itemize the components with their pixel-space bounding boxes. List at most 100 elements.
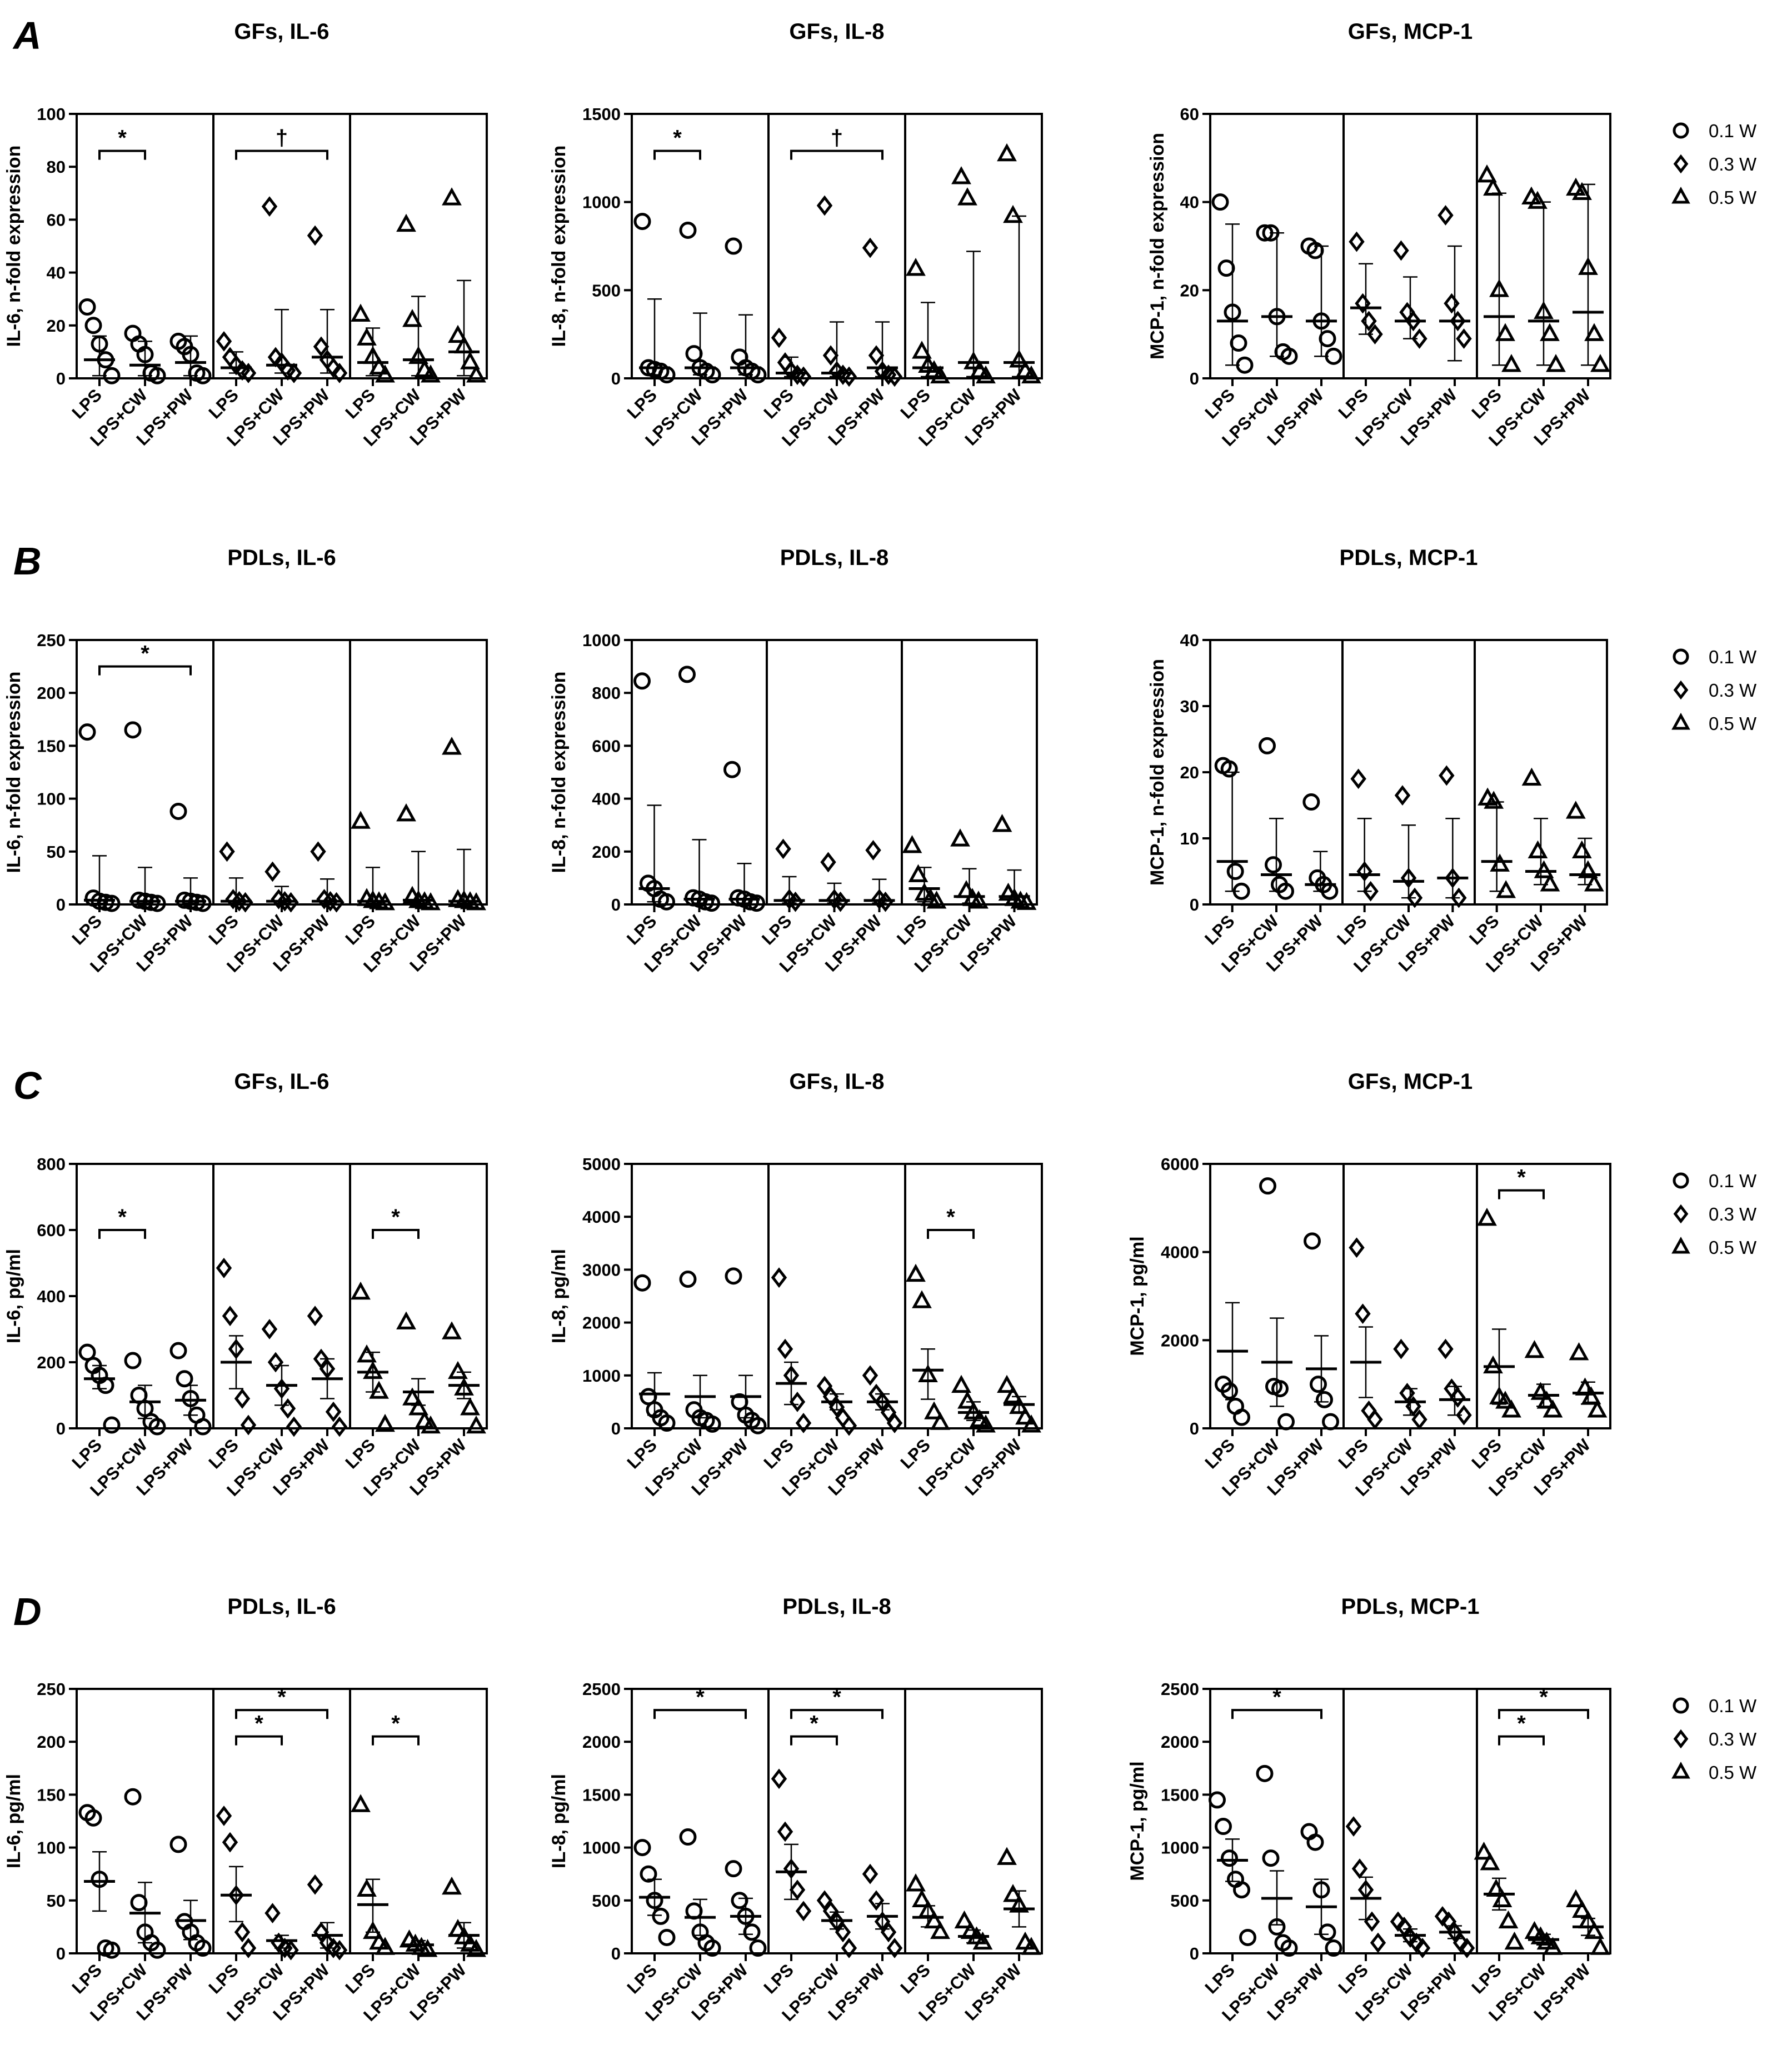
data-point — [169, 802, 187, 820]
data-point — [1452, 1932, 1469, 1953]
significance-bracket — [235, 1709, 328, 1719]
data-point — [997, 1374, 1017, 1393]
data-point — [1349, 1237, 1365, 1258]
data-point — [679, 221, 697, 239]
data-point — [442, 737, 462, 755]
data-point — [1394, 785, 1411, 806]
x-tick-label: LPS — [760, 1435, 797, 1472]
plot-frame — [76, 639, 488, 906]
legend-marker — [1671, 187, 1690, 204]
data-point — [1543, 1937, 1563, 1955]
data-point — [1355, 293, 1371, 314]
data-point — [685, 345, 703, 363]
data-point — [84, 1809, 102, 1827]
data-point — [912, 1290, 932, 1308]
data-point — [679, 1271, 697, 1288]
legend-marker — [1673, 122, 1689, 139]
y-tick-label: 500 — [592, 1891, 621, 1911]
data-point — [1370, 1932, 1386, 1953]
data-point — [169, 1342, 187, 1359]
data-point — [240, 1938, 257, 1958]
data-point — [351, 1794, 371, 1812]
y-tick-label: 0 — [611, 369, 621, 388]
legend: 0.1 W 0.3 W 0.5 W — [1671, 647, 1757, 734]
data-point — [725, 1860, 742, 1878]
significance-bracket — [98, 665, 192, 676]
data-point — [286, 1416, 302, 1437]
data-point — [310, 841, 326, 862]
data-point — [1319, 330, 1336, 348]
data-point — [1540, 323, 1560, 341]
data-point — [633, 213, 651, 231]
data-point — [1498, 1910, 1519, 1929]
data-point — [1483, 177, 1503, 196]
y-tick-label: 500 — [592, 281, 621, 300]
significance-label: * — [810, 1712, 818, 1736]
data-point — [976, 1414, 996, 1433]
data-point — [1581, 1386, 1601, 1404]
data-point — [1021, 365, 1041, 384]
data-point — [1536, 1391, 1557, 1409]
data-point — [1021, 1937, 1041, 1955]
y-tick-label: 200 — [37, 683, 66, 703]
legend-label: 0.1 W — [1709, 647, 1757, 667]
data-point — [678, 666, 696, 683]
y-tick-label: 0 — [611, 1944, 621, 1963]
y-tick-label: 150 — [37, 736, 66, 756]
data-point — [862, 1365, 878, 1386]
data-point — [286, 363, 302, 383]
x-tick-label: LPS — [342, 385, 379, 422]
legend-label: 0.5 W — [1709, 1762, 1757, 1783]
data-point — [1530, 1382, 1551, 1400]
data-point — [130, 1894, 148, 1912]
data-point — [816, 1890, 833, 1911]
data-point — [1215, 1818, 1232, 1836]
data-point — [1325, 1939, 1342, 1957]
significance-bracket — [790, 1709, 883, 1719]
chart-a-3: GFs, MCP-1 0 20 40 60 MCP-1, n-fold expressio… — [1147, 19, 1611, 450]
data-point — [1220, 760, 1238, 778]
data-point — [749, 1417, 767, 1434]
data-point — [219, 841, 235, 862]
data-point — [703, 1939, 721, 1957]
x-tick-label: LPS — [897, 1960, 934, 1997]
legend-marker — [1673, 648, 1689, 665]
data-point — [749, 1939, 767, 1957]
data-point — [1546, 354, 1566, 372]
y-axis-label: MCP-1, pg/ml — [1127, 1236, 1148, 1356]
data-point — [1226, 863, 1244, 880]
y-tick-label: 1500 — [1161, 1785, 1199, 1804]
x-tick-label: LPS — [1335, 1960, 1372, 1997]
data-point — [396, 803, 416, 822]
data-point — [279, 1398, 296, 1419]
data-point — [725, 237, 742, 255]
x-tick-label: LPS — [342, 1435, 379, 1472]
data-point — [194, 1418, 212, 1436]
data-point — [703, 1415, 721, 1433]
data-point — [795, 1413, 812, 1433]
legend-marker — [1671, 713, 1690, 730]
legend-label: 0.3 W — [1709, 154, 1757, 174]
significance-bracket — [1498, 1735, 1545, 1746]
y-tick-label: 1000 — [582, 1366, 621, 1386]
x-tick-label: LPS — [68, 385, 106, 422]
data-point — [816, 195, 833, 216]
data-point — [822, 345, 839, 366]
data-point — [1259, 1177, 1276, 1195]
significance-bracket — [235, 149, 328, 160]
y-axis-label: MCP-1, n-fold expression — [1147, 659, 1168, 886]
data-point — [633, 672, 651, 690]
data-point — [283, 892, 299, 913]
chart-d-2: PDLs, IL-8 0 500 1000 1500 2000 2500 IL-8, pg/m… — [548, 1594, 1043, 2025]
data-point — [725, 1267, 742, 1285]
y-tick-label: 0 — [1190, 369, 1199, 388]
data-point — [307, 1306, 323, 1327]
data-point — [1444, 293, 1460, 314]
data-point — [1480, 1852, 1500, 1871]
y-axis-label: IL-8, pg/ml — [548, 1774, 570, 1868]
data-point — [375, 1937, 395, 1955]
significance-bracket — [98, 1229, 146, 1239]
data-point — [1528, 840, 1548, 859]
y-tick-label: 100 — [37, 1838, 66, 1858]
data-point — [325, 1401, 342, 1422]
